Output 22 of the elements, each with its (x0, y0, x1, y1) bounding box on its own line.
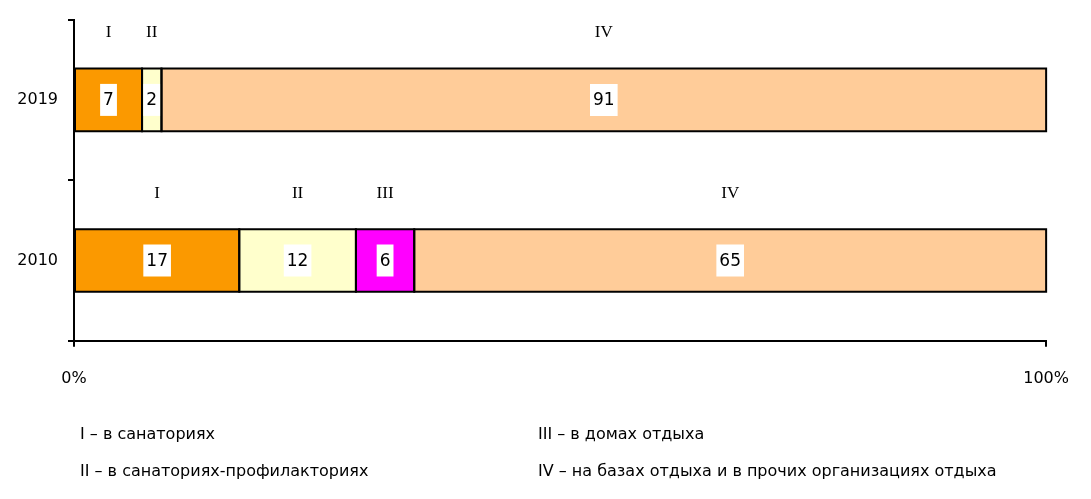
text: I (154, 182, 160, 202)
data-label: 12 (286, 249, 309, 270)
text: II (291, 182, 304, 202)
series-label: I (105, 22, 112, 42)
y-tick-label: 2010 (17, 249, 58, 269)
data-label: 91 (592, 89, 615, 110)
data-label: 65 (719, 249, 742, 270)
text: IV – на базах отдыха и в прочих организациях отдыха (538, 461, 998, 480)
data-label: 7 (103, 89, 114, 110)
series-label: III (376, 182, 394, 202)
y-tick-label: 2019 (17, 89, 58, 109)
text: I – в санаториях (80, 424, 217, 443)
data-label: 2 (146, 89, 158, 110)
data-label: 17 (146, 249, 168, 270)
text: II – в санаториях-профилакториях (80, 461, 370, 480)
x-tick-label: 100% (1023, 367, 1069, 387)
series-label: II (146, 22, 158, 42)
data-label: 6 (379, 249, 391, 270)
text: III – в домах отдыха (538, 424, 706, 443)
series-label: IV (594, 22, 614, 42)
text: IV (721, 182, 740, 202)
x-tick-label: 0% (61, 367, 87, 387)
